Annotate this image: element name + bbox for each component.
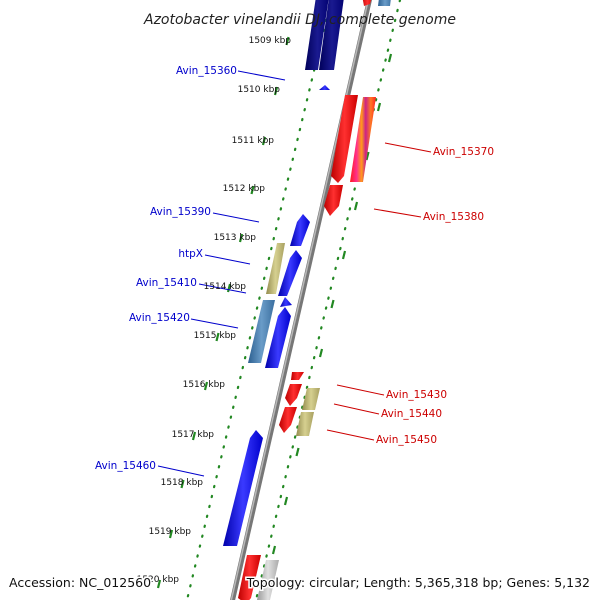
ruler-label: 1515 kbp: [194, 331, 237, 341]
gene-label: Avin_15460: [95, 460, 156, 472]
gene-arrow: [223, 430, 263, 546]
gene-label: Avin_15410: [136, 277, 197, 289]
gene-label: htpX: [178, 248, 203, 260]
ruler-label: 1510 kbp: [238, 85, 281, 95]
gene-arrow: [378, 0, 391, 6]
right-gene-labels: Avin_15370 Avin_15380 Avin_15430 Avin_15…: [376, 146, 494, 446]
ruler-label: 1518 kbp: [161, 478, 204, 488]
gene-arrow: [285, 384, 302, 406]
gene-arrow: [266, 243, 285, 294]
genome-backbone: [229, 0, 373, 600]
gene-arrow: [296, 412, 314, 436]
gene-arrow: [319, 85, 330, 90]
accession-text: Accession: NC_012560: [9, 575, 151, 590]
gene-arrow: [331, 95, 358, 183]
topology-text: Topology: circular; Length: 5,365,318 bp…: [246, 575, 590, 590]
gene-arrow: [280, 297, 292, 307]
inner-dotted-track: [185, 0, 333, 600]
inner-major-ticks: [156, 36, 290, 589]
ruler-label: 1512 kbp: [223, 184, 266, 194]
gene-arrow: [324, 185, 343, 216]
gene-arrow: [257, 560, 279, 600]
gene-arrow: [278, 250, 302, 296]
genome-backbone-highlight: [230, 0, 370, 600]
outer-dotted-track: [254, 0, 402, 600]
ruler-labels: 1509 kbp 1510 kbp 1511 kbp 1512 kbp 1513…: [137, 36, 292, 585]
ruler-label: 1511 kbp: [232, 136, 275, 146]
ruler-label: 1514 kbp: [204, 282, 247, 292]
gene-arrow: [291, 372, 304, 380]
gene-arrow: [290, 214, 310, 246]
gene-arrow: [302, 388, 320, 410]
gene-label: Avin_15380: [423, 211, 484, 223]
gene-arrow: [362, 0, 372, 6]
gene-label: Avin_15420: [129, 312, 190, 324]
ruler-label: 1513 kbp: [214, 233, 257, 243]
gene-arrow: [248, 300, 275, 363]
ruler-label: 1516 kbp: [183, 380, 226, 390]
left-leader-lines: [157, 70, 286, 477]
ruler-label: 1517 kbp: [172, 430, 215, 440]
gene-arrow: [265, 307, 291, 368]
gene-arrow: [350, 97, 376, 182]
gene-arrow: [238, 555, 261, 600]
gene-label: Avin_15390: [150, 206, 211, 218]
gene-arrow: [279, 407, 297, 433]
ruler-label: 1520 kbp: [137, 575, 180, 585]
gene-label: Avin_15440: [381, 408, 442, 420]
right-leader-lines: [326, 142, 432, 441]
gene-arrow: [305, 0, 329, 70]
ruler-label: 1519 kbp: [149, 527, 192, 537]
gene-label: Avin_15360: [176, 65, 237, 77]
gene-label: Avin_15370: [433, 146, 494, 158]
gene-label: Avin_15430: [386, 389, 447, 401]
map-title: Azotobacter vinelandii DJ, complete geno…: [143, 12, 456, 28]
gene-arrow: [319, 0, 344, 70]
ruler-label: 1509 kbp: [249, 36, 292, 46]
gene-label: Avin_15450: [376, 434, 437, 446]
left-gene-labels: Avin_15360 Avin_15390 htpX Avin_15410 Av…: [95, 65, 237, 472]
